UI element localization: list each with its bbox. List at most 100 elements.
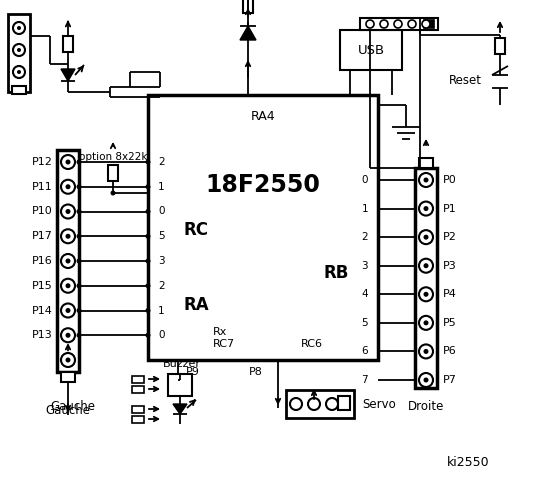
Bar — [360, 18, 438, 30]
Text: Gauche: Gauche — [45, 404, 91, 417]
Bar — [132, 386, 144, 393]
Text: 2: 2 — [158, 157, 165, 167]
Bar — [12, 86, 26, 94]
Bar — [132, 376, 144, 383]
Text: RB: RB — [324, 264, 349, 282]
Text: P9: P9 — [186, 367, 200, 377]
Text: Reset: Reset — [449, 73, 482, 86]
Polygon shape — [61, 69, 75, 81]
Text: 4: 4 — [361, 289, 368, 300]
Circle shape — [326, 398, 338, 410]
Polygon shape — [240, 26, 256, 40]
Circle shape — [76, 259, 81, 264]
Bar — [8, 14, 30, 92]
Circle shape — [419, 288, 433, 301]
Text: P1: P1 — [443, 204, 457, 214]
Bar — [338, 396, 350, 410]
Text: P12: P12 — [32, 157, 53, 167]
Text: P15: P15 — [32, 281, 53, 291]
Text: P5: P5 — [443, 318, 457, 328]
Circle shape — [61, 155, 75, 169]
Text: RC6: RC6 — [301, 339, 323, 349]
Bar — [63, 36, 73, 52]
Text: Gauche: Gauche — [50, 400, 96, 413]
Circle shape — [13, 44, 25, 56]
Circle shape — [408, 20, 416, 28]
Text: P0: P0 — [443, 175, 457, 185]
Bar — [340, 30, 402, 70]
Circle shape — [145, 234, 150, 239]
Text: P14: P14 — [32, 305, 53, 315]
Circle shape — [65, 358, 70, 362]
Circle shape — [419, 230, 433, 244]
Circle shape — [65, 283, 70, 288]
Text: P10: P10 — [32, 206, 53, 216]
Circle shape — [424, 349, 429, 354]
Text: P6: P6 — [443, 347, 457, 357]
Text: 3: 3 — [361, 261, 368, 271]
Circle shape — [419, 373, 433, 387]
Text: RA4: RA4 — [251, 110, 275, 123]
Text: 6: 6 — [361, 347, 368, 357]
Circle shape — [17, 48, 21, 52]
Circle shape — [424, 292, 429, 297]
Bar — [132, 406, 144, 413]
Text: 2: 2 — [158, 281, 165, 291]
Text: 5: 5 — [361, 318, 368, 328]
Circle shape — [65, 308, 70, 313]
Text: RA: RA — [183, 296, 209, 314]
Bar — [243, 0, 253, 13]
Circle shape — [61, 353, 75, 367]
Text: 1: 1 — [158, 182, 165, 192]
Circle shape — [61, 180, 75, 194]
Circle shape — [76, 234, 81, 239]
Text: P3: P3 — [443, 261, 457, 271]
Circle shape — [61, 328, 75, 342]
Text: Servo: Servo — [362, 397, 396, 410]
Circle shape — [145, 308, 150, 313]
Circle shape — [76, 333, 81, 338]
Circle shape — [145, 333, 150, 338]
Bar — [61, 372, 75, 382]
Text: Buzzer: Buzzer — [163, 359, 201, 369]
Circle shape — [308, 398, 320, 410]
Circle shape — [76, 159, 81, 165]
Circle shape — [13, 22, 25, 34]
Text: 2: 2 — [361, 232, 368, 242]
Bar — [495, 38, 505, 54]
Text: 5: 5 — [158, 231, 165, 241]
Circle shape — [65, 184, 70, 189]
Text: option 8x22k: option 8x22k — [79, 152, 147, 162]
Polygon shape — [173, 404, 187, 414]
Circle shape — [419, 345, 433, 359]
Text: P7: P7 — [443, 375, 457, 385]
Bar — [108, 165, 118, 181]
Circle shape — [424, 263, 429, 268]
Circle shape — [76, 283, 81, 288]
Text: P17: P17 — [32, 231, 53, 241]
Circle shape — [61, 229, 75, 243]
Text: 1: 1 — [158, 305, 165, 315]
Circle shape — [366, 20, 374, 28]
Text: RC: RC — [184, 221, 208, 239]
Text: Rx: Rx — [213, 327, 227, 337]
Circle shape — [61, 279, 75, 293]
Circle shape — [145, 259, 150, 264]
Circle shape — [145, 283, 150, 288]
Circle shape — [61, 254, 75, 268]
Circle shape — [419, 173, 433, 187]
Circle shape — [424, 235, 429, 240]
Circle shape — [419, 316, 433, 330]
Circle shape — [424, 178, 429, 182]
Circle shape — [424, 377, 429, 383]
Circle shape — [380, 20, 388, 28]
Circle shape — [65, 234, 70, 239]
Text: P16: P16 — [32, 256, 53, 266]
Text: P13: P13 — [32, 330, 53, 340]
Text: P4: P4 — [443, 289, 457, 300]
Circle shape — [13, 66, 25, 78]
Text: P2: P2 — [443, 232, 457, 242]
Circle shape — [65, 259, 70, 264]
Circle shape — [76, 209, 81, 214]
Bar — [415, 168, 437, 388]
